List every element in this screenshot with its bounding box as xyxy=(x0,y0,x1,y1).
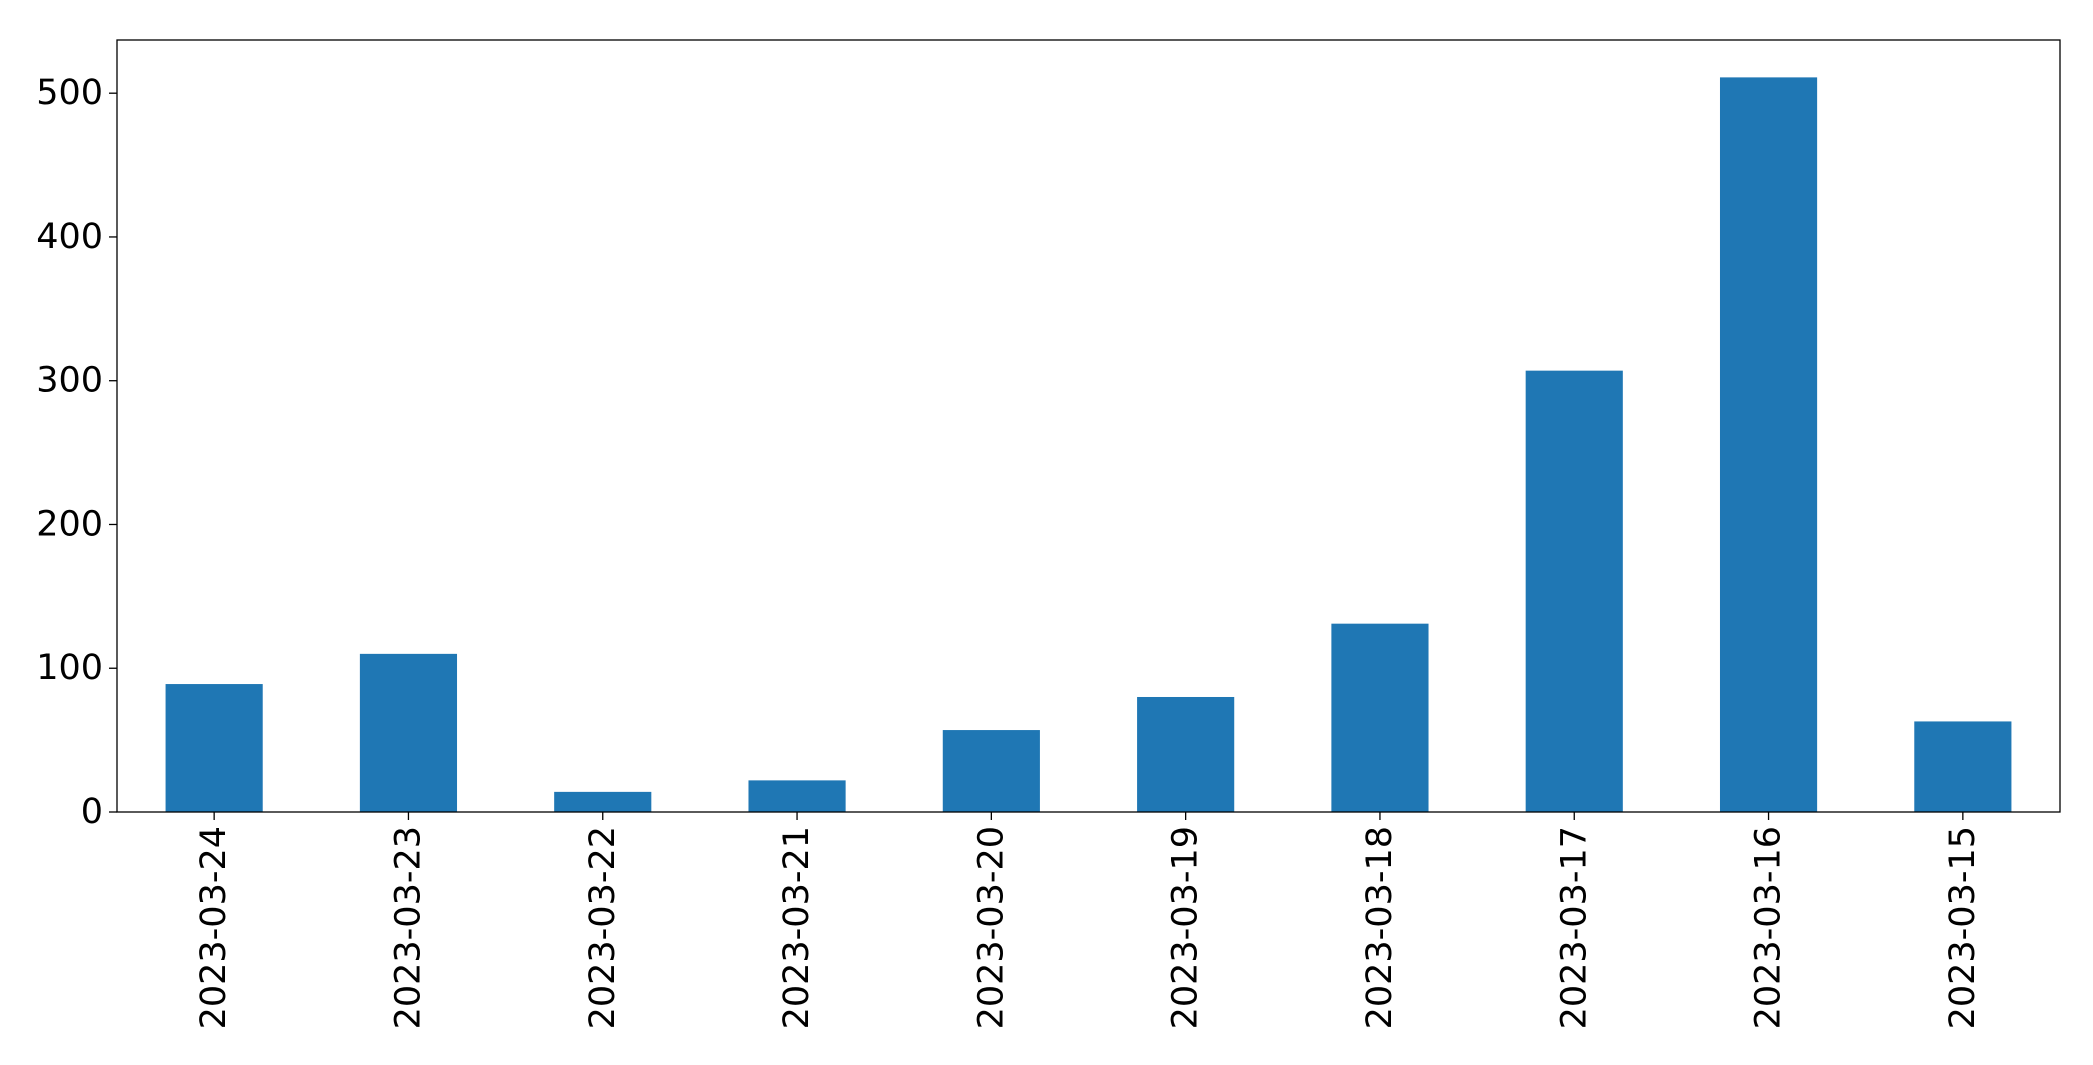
x-tick-label: 2023-03-22 xyxy=(583,826,623,1029)
bar xyxy=(942,730,1040,812)
x-tick-label: 2023-03-21 xyxy=(777,826,817,1029)
bar xyxy=(359,653,458,812)
y-axis: 0 100 200 300 400 500 xyxy=(36,73,117,832)
y-tick-label: 400 xyxy=(36,217,103,257)
bars-layer xyxy=(165,77,2012,812)
x-axis: 2023-03-24 2023-03-23 2023-03-22 2023-03-21… xyxy=(194,812,1983,1029)
bar xyxy=(1331,623,1429,812)
y-tick-label: 0 xyxy=(81,792,103,832)
x-tick-label: 2023-03-20 xyxy=(971,826,1011,1029)
x-tick-label: 2023-03-18 xyxy=(1360,826,1400,1029)
bar xyxy=(1719,77,1818,812)
x-tick-label: 2023-03-19 xyxy=(1166,826,1206,1029)
x-tick-label: 2023-03-23 xyxy=(388,826,428,1029)
bar xyxy=(748,780,846,812)
x-tick-label: 2023-03-17 xyxy=(1554,826,1594,1029)
y-tick-label: 100 xyxy=(36,648,103,688)
y-tick-label: 300 xyxy=(36,361,103,401)
bar xyxy=(1914,721,2012,812)
x-tick-label: 2023-03-16 xyxy=(1749,826,1789,1029)
plot-frame xyxy=(116,39,2061,813)
y-tick-label: 500 xyxy=(36,73,103,113)
y-tick-label: 200 xyxy=(36,504,103,544)
bar xyxy=(1525,370,1623,812)
x-tick-label: 2023-03-15 xyxy=(1943,826,1983,1029)
bar xyxy=(165,684,263,812)
bar xyxy=(554,791,652,812)
x-tick-label: 2023-03-24 xyxy=(194,826,234,1029)
bar xyxy=(1137,696,1235,812)
